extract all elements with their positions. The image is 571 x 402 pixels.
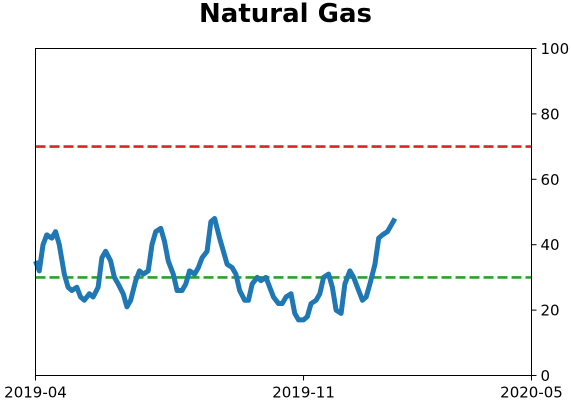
x-tick-label: 2020-05 — [500, 384, 563, 402]
y-tick-label: 20 — [541, 302, 560, 320]
plot-background — [35, 48, 532, 376]
chart-title: Natural Gas — [199, 0, 372, 29]
y-tick-label: 60 — [541, 171, 560, 189]
series-line — [33, 216, 398, 323]
x-tick-label: 2019-11 — [272, 384, 335, 402]
x-tick-label: 2019-04 — [4, 384, 67, 402]
y-tick-label: 40 — [541, 236, 560, 254]
y-tick-label: 100 — [541, 40, 570, 58]
y-tick-label: 80 — [541, 105, 560, 123]
y-tick-label: 0 — [541, 367, 551, 385]
plot-frame — [35, 48, 532, 376]
